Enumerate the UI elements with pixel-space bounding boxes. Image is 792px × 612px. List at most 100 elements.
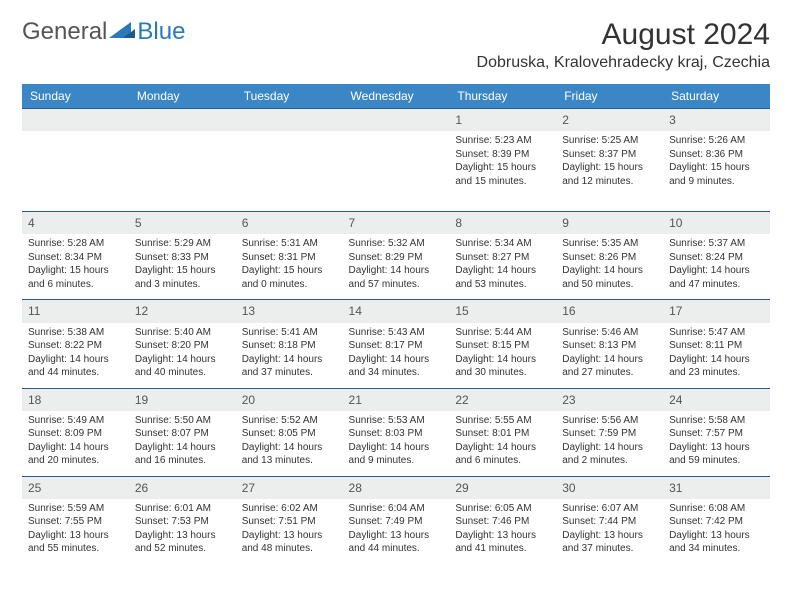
day-content: Sunrise: 5:31 AMSunset: 8:31 PMDaylight:… bbox=[236, 234, 343, 299]
day-content: Sunrise: 6:08 AMSunset: 7:42 PMDaylight:… bbox=[663, 499, 770, 564]
calendar-day-cell: 20Sunrise: 5:52 AMSunset: 8:05 PMDayligh… bbox=[236, 388, 343, 476]
calendar-day-cell: 5Sunrise: 5:29 AMSunset: 8:33 PMDaylight… bbox=[129, 212, 236, 300]
day-number-empty bbox=[22, 109, 129, 131]
sunrise-text: Sunrise: 5:29 AM bbox=[135, 237, 230, 251]
sunrise-text: Sunrise: 5:46 AM bbox=[562, 326, 657, 340]
day-number: 7 bbox=[343, 212, 450, 234]
day-number: 3 bbox=[663, 109, 770, 131]
calendar-day-cell: 31Sunrise: 6:08 AMSunset: 7:42 PMDayligh… bbox=[663, 476, 770, 564]
calendar-day-cell: 25Sunrise: 5:59 AMSunset: 7:55 PMDayligh… bbox=[22, 476, 129, 564]
daylight-text: Daylight: 14 hours and 16 minutes. bbox=[135, 441, 230, 468]
day-content: Sunrise: 5:43 AMSunset: 8:17 PMDaylight:… bbox=[343, 323, 450, 388]
calendar-day-cell: 8Sunrise: 5:34 AMSunset: 8:27 PMDaylight… bbox=[449, 212, 556, 300]
calendar-table: Sunday Monday Tuesday Wednesday Thursday… bbox=[22, 84, 770, 564]
brand-logo: General Blue bbox=[22, 18, 185, 46]
daylight-text: Daylight: 15 hours and 12 minutes. bbox=[562, 161, 657, 188]
day-header: Thursday bbox=[449, 84, 556, 109]
sunset-text: Sunset: 8:36 PM bbox=[669, 148, 764, 162]
sunset-text: Sunset: 8:24 PM bbox=[669, 251, 764, 265]
sunset-text: Sunset: 7:49 PM bbox=[349, 515, 444, 529]
day-content: Sunrise: 5:37 AMSunset: 8:24 PMDaylight:… bbox=[663, 234, 770, 299]
calendar-day-cell: 1Sunrise: 5:23 AMSunset: 8:39 PMDaylight… bbox=[449, 109, 556, 212]
day-header: Wednesday bbox=[343, 84, 450, 109]
day-number-empty bbox=[236, 109, 343, 131]
day-number: 2 bbox=[556, 109, 663, 131]
daylight-text: Daylight: 13 hours and 41 minutes. bbox=[455, 529, 550, 556]
daylight-text: Daylight: 14 hours and 9 minutes. bbox=[349, 441, 444, 468]
sunrise-text: Sunrise: 6:05 AM bbox=[455, 502, 550, 516]
daylight-text: Daylight: 13 hours and 44 minutes. bbox=[349, 529, 444, 556]
title-block: August 2024 Dobruska, Kralovehradecky kr… bbox=[477, 18, 770, 72]
sunrise-text: Sunrise: 5:53 AM bbox=[349, 414, 444, 428]
daylight-text: Daylight: 15 hours and 6 minutes. bbox=[28, 264, 123, 291]
daylight-text: Daylight: 14 hours and 30 minutes. bbox=[455, 353, 550, 380]
calendar-day-cell: 19Sunrise: 5:50 AMSunset: 8:07 PMDayligh… bbox=[129, 388, 236, 476]
sunset-text: Sunset: 8:15 PM bbox=[455, 339, 550, 353]
daylight-text: Daylight: 14 hours and 27 minutes. bbox=[562, 353, 657, 380]
sunset-text: Sunset: 8:39 PM bbox=[455, 148, 550, 162]
day-number: 15 bbox=[449, 300, 556, 322]
sunset-text: Sunset: 8:01 PM bbox=[455, 427, 550, 441]
sunset-text: Sunset: 8:31 PM bbox=[242, 251, 337, 265]
day-content: Sunrise: 5:40 AMSunset: 8:20 PMDaylight:… bbox=[129, 323, 236, 388]
daylight-text: Daylight: 14 hours and 40 minutes. bbox=[135, 353, 230, 380]
sunrise-text: Sunrise: 5:49 AM bbox=[28, 414, 123, 428]
daylight-text: Daylight: 14 hours and 37 minutes. bbox=[242, 353, 337, 380]
sunset-text: Sunset: 8:34 PM bbox=[28, 251, 123, 265]
day-content: Sunrise: 5:23 AMSunset: 8:39 PMDaylight:… bbox=[449, 131, 556, 196]
day-content: Sunrise: 5:55 AMSunset: 8:01 PMDaylight:… bbox=[449, 411, 556, 476]
daylight-text: Daylight: 13 hours and 52 minutes. bbox=[135, 529, 230, 556]
daylight-text: Daylight: 14 hours and 6 minutes. bbox=[455, 441, 550, 468]
day-number: 1 bbox=[449, 109, 556, 131]
sunset-text: Sunset: 8:27 PM bbox=[455, 251, 550, 265]
sunset-text: Sunset: 7:53 PM bbox=[135, 515, 230, 529]
day-number: 9 bbox=[556, 212, 663, 234]
daylight-text: Daylight: 13 hours and 34 minutes. bbox=[669, 529, 764, 556]
day-number: 31 bbox=[663, 477, 770, 499]
sunrise-text: Sunrise: 5:38 AM bbox=[28, 326, 123, 340]
day-number: 25 bbox=[22, 477, 129, 499]
sunrise-text: Sunrise: 5:26 AM bbox=[669, 134, 764, 148]
day-content: Sunrise: 5:52 AMSunset: 8:05 PMDaylight:… bbox=[236, 411, 343, 476]
day-number: 26 bbox=[129, 477, 236, 499]
daylight-text: Daylight: 15 hours and 0 minutes. bbox=[242, 264, 337, 291]
day-content: Sunrise: 5:34 AMSunset: 8:27 PMDaylight:… bbox=[449, 234, 556, 299]
calendar-day-cell: 7Sunrise: 5:32 AMSunset: 8:29 PMDaylight… bbox=[343, 212, 450, 300]
day-number: 22 bbox=[449, 389, 556, 411]
day-number: 27 bbox=[236, 477, 343, 499]
calendar-header-row: Sunday Monday Tuesday Wednesday Thursday… bbox=[22, 84, 770, 109]
sunrise-text: Sunrise: 5:40 AM bbox=[135, 326, 230, 340]
sunset-text: Sunset: 8:26 PM bbox=[562, 251, 657, 265]
day-number: 14 bbox=[343, 300, 450, 322]
day-content: Sunrise: 6:01 AMSunset: 7:53 PMDaylight:… bbox=[129, 499, 236, 564]
day-number: 18 bbox=[22, 389, 129, 411]
calendar-body: 1Sunrise: 5:23 AMSunset: 8:39 PMDaylight… bbox=[22, 109, 770, 564]
day-number: 4 bbox=[22, 212, 129, 234]
sunrise-text: Sunrise: 5:34 AM bbox=[455, 237, 550, 251]
calendar-day-cell: 30Sunrise: 6:07 AMSunset: 7:44 PMDayligh… bbox=[556, 476, 663, 564]
daylight-text: Daylight: 14 hours and 2 minutes. bbox=[562, 441, 657, 468]
day-header: Sunday bbox=[22, 84, 129, 109]
day-content: Sunrise: 5:32 AMSunset: 8:29 PMDaylight:… bbox=[343, 234, 450, 299]
calendar-week-row: 18Sunrise: 5:49 AMSunset: 8:09 PMDayligh… bbox=[22, 388, 770, 476]
sunrise-text: Sunrise: 6:08 AM bbox=[669, 502, 764, 516]
sunrise-text: Sunrise: 5:58 AM bbox=[669, 414, 764, 428]
day-content: Sunrise: 5:25 AMSunset: 8:37 PMDaylight:… bbox=[556, 131, 663, 196]
calendar-day-cell: 9Sunrise: 5:35 AMSunset: 8:26 PMDaylight… bbox=[556, 212, 663, 300]
day-content: Sunrise: 6:05 AMSunset: 7:46 PMDaylight:… bbox=[449, 499, 556, 564]
sunset-text: Sunset: 8:20 PM bbox=[135, 339, 230, 353]
day-content: Sunrise: 5:56 AMSunset: 7:59 PMDaylight:… bbox=[556, 411, 663, 476]
day-number: 23 bbox=[556, 389, 663, 411]
sunset-text: Sunset: 8:17 PM bbox=[349, 339, 444, 353]
sunrise-text: Sunrise: 5:55 AM bbox=[455, 414, 550, 428]
sunrise-text: Sunrise: 5:52 AM bbox=[242, 414, 337, 428]
sunrise-text: Sunrise: 6:02 AM bbox=[242, 502, 337, 516]
daylight-text: Daylight: 13 hours and 48 minutes. bbox=[242, 529, 337, 556]
calendar-day-cell: 28Sunrise: 6:04 AMSunset: 7:49 PMDayligh… bbox=[343, 476, 450, 564]
day-number: 5 bbox=[129, 212, 236, 234]
sunrise-text: Sunrise: 5:31 AM bbox=[242, 237, 337, 251]
sunrise-text: Sunrise: 5:44 AM bbox=[455, 326, 550, 340]
calendar-day-cell bbox=[22, 109, 129, 212]
sunset-text: Sunset: 8:11 PM bbox=[669, 339, 764, 353]
month-title: August 2024 bbox=[477, 18, 770, 52]
